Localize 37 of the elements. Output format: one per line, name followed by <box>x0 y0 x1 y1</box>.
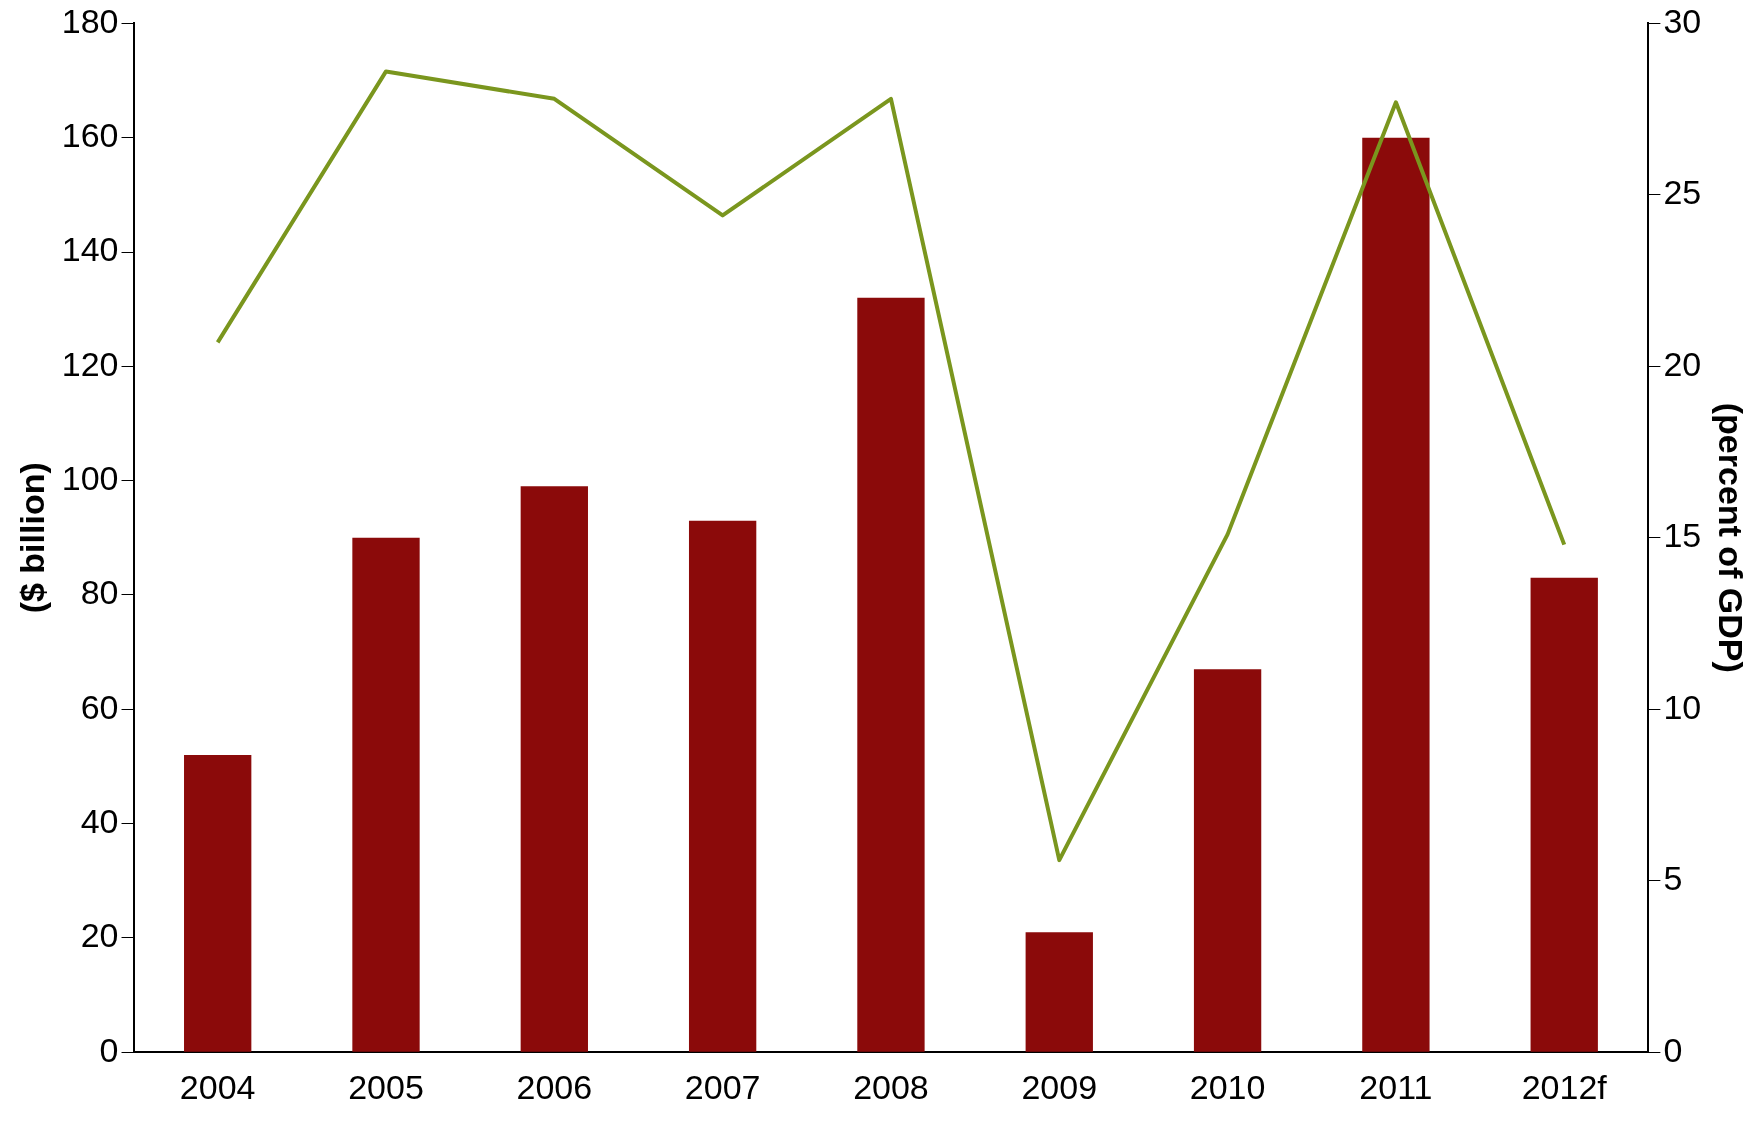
x-tick-label: 2008 <box>853 1067 929 1106</box>
bar <box>184 754 252 1052</box>
x-tick-label: 2004 <box>179 1067 256 1106</box>
y-tick-label: 120 <box>61 344 119 383</box>
bar <box>1530 577 1598 1052</box>
bar <box>520 486 588 1052</box>
y-tick-label: 40 <box>80 801 119 840</box>
x-tick-label: 2011 <box>1359 1067 1433 1106</box>
bar <box>688 520 757 1052</box>
bar <box>1025 932 1093 1052</box>
y-tick-label: 80 <box>80 573 119 612</box>
x-tick-label: 2007 <box>684 1067 761 1106</box>
y2-tick-label: 25 <box>1663 173 1702 212</box>
y2-tick-label: 20 <box>1663 344 1702 383</box>
x-tick-label: 2010 <box>1189 1067 1266 1106</box>
bar <box>1193 669 1262 1052</box>
x-tick-label: 2012f <box>1521 1067 1608 1106</box>
y2-tick-label: 5 <box>1663 859 1683 898</box>
y2-axis-title: (percent of GDP) <box>1712 402 1751 673</box>
y-tick-label: 100 <box>61 459 119 498</box>
y-tick-label: 140 <box>61 230 119 269</box>
bar <box>857 297 925 1052</box>
x-tick-label: 2006 <box>516 1067 593 1106</box>
y2-tick-label: 10 <box>1663 687 1702 726</box>
x-tick-label: 2005 <box>348 1067 424 1106</box>
bar <box>1362 137 1430 1052</box>
y2-tick-label: 15 <box>1663 516 1702 555</box>
y-tick-label: 0 <box>99 1030 119 1069</box>
y-axis-title: ($ billion) <box>12 462 51 614</box>
x-tick-label: 2009 <box>1021 1067 1098 1106</box>
y-tick-label: 180 <box>61 1 119 40</box>
bar <box>352 537 420 1052</box>
y-tick-label: 60 <box>80 687 119 726</box>
y2-tick-label: 0 <box>1663 1030 1683 1069</box>
y-tick-label: 20 <box>80 916 119 955</box>
y2-tick-label: 30 <box>1663 1 1702 40</box>
y-tick-label: 160 <box>61 116 119 155</box>
